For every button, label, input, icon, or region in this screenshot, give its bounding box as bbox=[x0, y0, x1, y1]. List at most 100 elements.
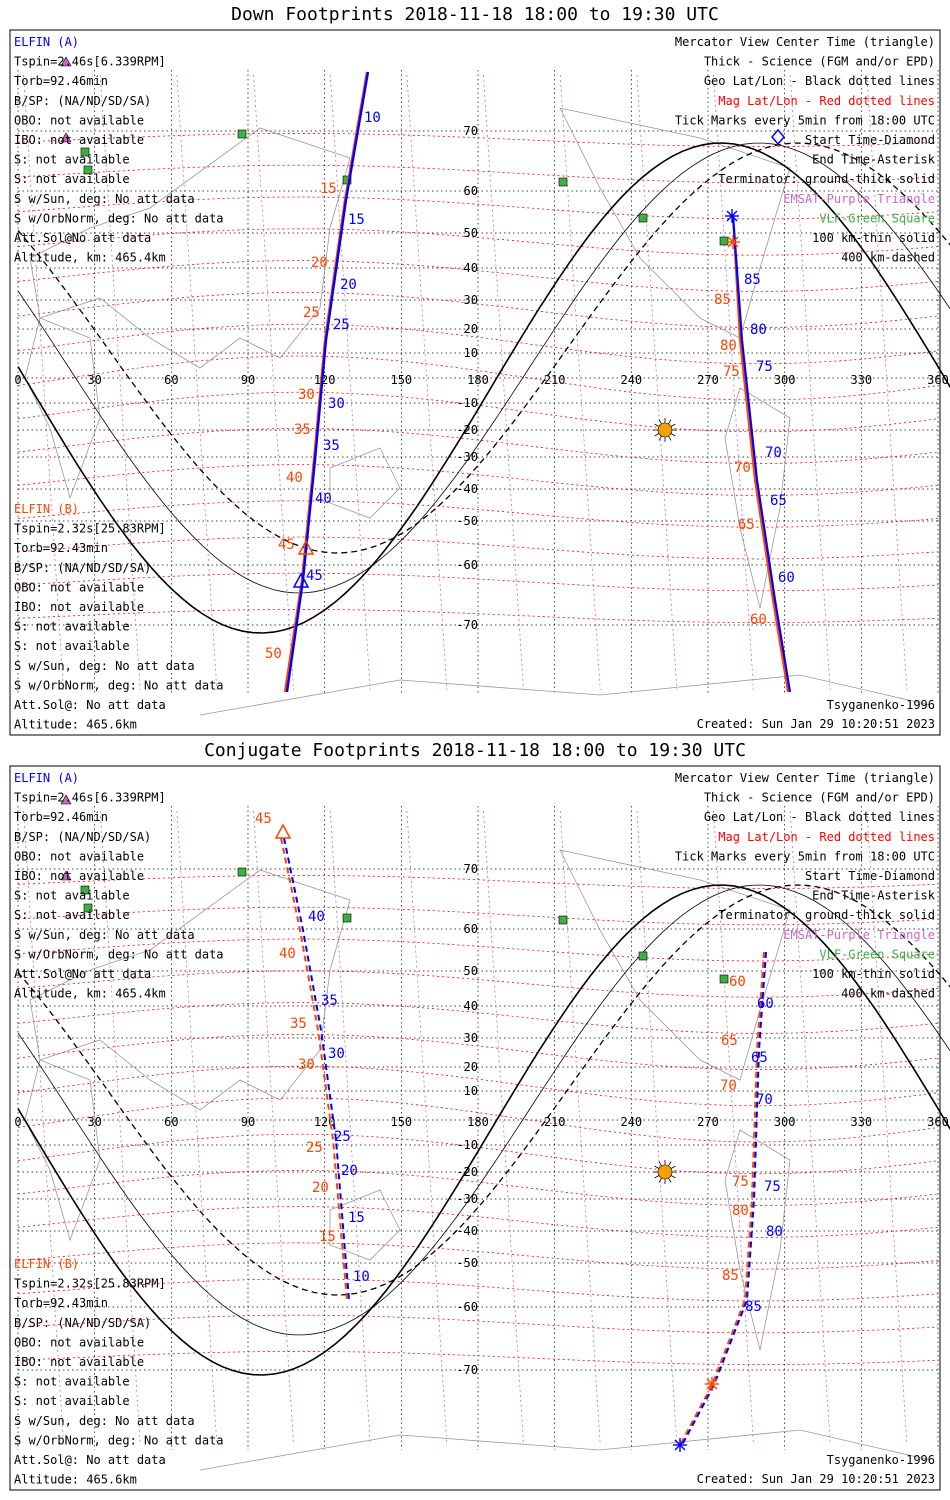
vlf-station-square-icon bbox=[83, 903, 93, 913]
mag-lat-line bbox=[17, 1242, 939, 1270]
elfin-a-info-line: Att.Sol@No att data bbox=[14, 231, 151, 245]
asterisk-stroke bbox=[726, 210, 738, 222]
legend-line: Start Time-Diamond bbox=[805, 133, 935, 147]
elfin-a-conj-right-tick-label: 70 bbox=[756, 1092, 773, 1108]
continent-outline bbox=[199, 674, 931, 716]
center-time-triangle-icon bbox=[292, 572, 310, 588]
elfin-b-conj-tick-label: 40 bbox=[279, 946, 296, 962]
end-time-asterisk-icon bbox=[705, 1377, 719, 1391]
elfin-b-info-line: S w/Sun, deg: No att data bbox=[14, 659, 195, 673]
elfin-a-tick-label: 35 bbox=[323, 438, 340, 454]
legend-line: Geo Lat/Lon - Black dotted lines bbox=[704, 74, 935, 88]
elfin-b-conj-right-tick-label: 60 bbox=[729, 974, 746, 990]
lat-tick-label: -70 bbox=[456, 618, 478, 632]
mag-lat-line bbox=[17, 874, 939, 890]
elfin-b-info-line: OBO: not available bbox=[14, 580, 144, 594]
vlf-station-square-icon bbox=[719, 236, 729, 246]
sun-ray bbox=[668, 1161, 672, 1167]
mag-lat-line bbox=[17, 1206, 939, 1238]
mag-lat-line bbox=[17, 196, 939, 220]
legend-line: 100 km-thin solid bbox=[812, 967, 935, 981]
lat-tick-label: -70 bbox=[456, 1363, 478, 1377]
elfin-b-tick-label: 45 bbox=[278, 537, 295, 553]
lon-tick-label: 270 bbox=[697, 1115, 719, 1129]
lat-tick-label: 60 bbox=[464, 184, 478, 198]
elfin-a-info-line: B/SP: (NA/ND/SD/SA) bbox=[14, 830, 151, 844]
continent-outline bbox=[329, 1189, 401, 1261]
vlf-station-square-icon bbox=[719, 974, 729, 984]
end-time-asterisk-icon bbox=[726, 235, 740, 249]
lon-tick-label: 0 bbox=[14, 373, 21, 387]
elfin-a-info-line: Altitude, km: 465.4km bbox=[14, 251, 166, 265]
mag-lat-line bbox=[17, 970, 939, 998]
mag-lat-line bbox=[17, 260, 939, 292]
continent-outline bbox=[329, 447, 401, 519]
elfin-a-tick-label: 25 bbox=[333, 317, 350, 333]
continent-outline bbox=[199, 1429, 931, 1471]
lon-tick-label: 0 bbox=[14, 1115, 21, 1129]
legend-line: Terminator: ground-thick solid bbox=[718, 908, 935, 922]
lon-tick-label: 330 bbox=[850, 373, 872, 387]
elfin-b-conj-right-tick-label: 70 bbox=[720, 1078, 737, 1094]
elfin-b-tick-label: 50 bbox=[265, 646, 282, 662]
continent-outline bbox=[29, 127, 351, 369]
mag-lat-line bbox=[17, 291, 939, 329]
lon-tick-label: 210 bbox=[544, 373, 566, 387]
vlf-station-square-icon bbox=[558, 177, 568, 187]
elfin-b-conj-tick-label: 35 bbox=[290, 1016, 307, 1032]
mag-lat-line bbox=[17, 536, 939, 560]
elfin-b-info-line: IBO: not available bbox=[14, 600, 144, 614]
elfin-a-info-line: S w/Sun, deg: No att data bbox=[14, 928, 195, 942]
terminator-400km-line bbox=[17, 142, 950, 554]
lon-tick-label: 270 bbox=[697, 373, 719, 387]
mag-lat-line bbox=[17, 938, 939, 962]
emsat-purple-triangle-icon bbox=[60, 870, 72, 881]
elfin-b-conj-right-tick-label: 75 bbox=[732, 1174, 749, 1190]
mag-lon-line bbox=[253, 810, 294, 1446]
elfin-a-info-line: Torb=92.46min bbox=[14, 810, 108, 824]
elfin-b-info-line: S: not available bbox=[14, 620, 130, 634]
asterisk-stroke bbox=[706, 1378, 718, 1390]
mag-lat-line bbox=[17, 1314, 939, 1334]
elfin-a-tick-label: 30 bbox=[328, 396, 345, 412]
sun-ray bbox=[658, 435, 662, 441]
legend-line: Start Time-Diamond bbox=[805, 869, 935, 883]
vlf-station-square-icon bbox=[80, 885, 90, 895]
lon-tick-label: 360 bbox=[927, 1115, 949, 1129]
lon-tick-label: 150 bbox=[390, 1115, 412, 1129]
lon-tick-label: 150 bbox=[390, 373, 412, 387]
elfin-a-info-line: S: not available bbox=[14, 172, 130, 186]
mag-lon-line bbox=[406, 810, 448, 1446]
elfin-b-info-line: Torb=92.43min bbox=[14, 541, 108, 555]
lon-tick-label: 240 bbox=[620, 373, 642, 387]
mag-lat-line bbox=[17, 323, 939, 365]
elfin-a-right-tick-label: 75 bbox=[756, 359, 773, 375]
elfin-b-conj-tick-label: 20 bbox=[312, 1180, 329, 1196]
elfin-b-conj-tick-label: 45 bbox=[255, 811, 272, 827]
elfin-a-conj-right-tick-label: 60 bbox=[757, 996, 774, 1012]
mag-lat-line bbox=[17, 1350, 939, 1366]
elfin-a-conj-tick-label: 40 bbox=[308, 909, 325, 925]
vlf-station-square-icon bbox=[83, 165, 93, 175]
panel-title-conjugate: Conjugate Footprints 2018-11-18 18:00 to… bbox=[204, 740, 746, 761]
elfin-a-tick-label: 15 bbox=[348, 212, 365, 228]
mag-lat-line bbox=[17, 164, 939, 184]
vlf-station-square-icon bbox=[638, 951, 648, 961]
elfin-a-tick-label: 40 bbox=[315, 491, 332, 507]
elfin-a-conj-right-tick-label: 65 bbox=[751, 1050, 768, 1066]
mag-lon-line bbox=[713, 810, 754, 1446]
sun-ray bbox=[658, 1161, 662, 1167]
mag-lon-line bbox=[176, 810, 218, 1446]
legend-line: Tick Marks every 5min from 18:00 UTC bbox=[675, 113, 935, 127]
elfin-b-info-line: S: not available bbox=[14, 1394, 130, 1408]
legend-line: Mercator View Center Time (triangle) bbox=[675, 35, 935, 49]
legend-line: EMSAT-Purple Triangle bbox=[783, 192, 935, 206]
lat-tick-label: -10 bbox=[456, 1138, 478, 1152]
lon-tick-label: 90 bbox=[241, 373, 255, 387]
sun-disc bbox=[657, 1164, 673, 1180]
elfin-a-conj-tick-label: 10 bbox=[353, 1269, 370, 1285]
lat-tick-label: 40 bbox=[464, 999, 478, 1013]
legend-line: End Time-Asterisk bbox=[812, 889, 936, 903]
lat-tick-label: -60 bbox=[456, 1300, 478, 1314]
elfin-b-info-line: S: not available bbox=[14, 639, 130, 653]
